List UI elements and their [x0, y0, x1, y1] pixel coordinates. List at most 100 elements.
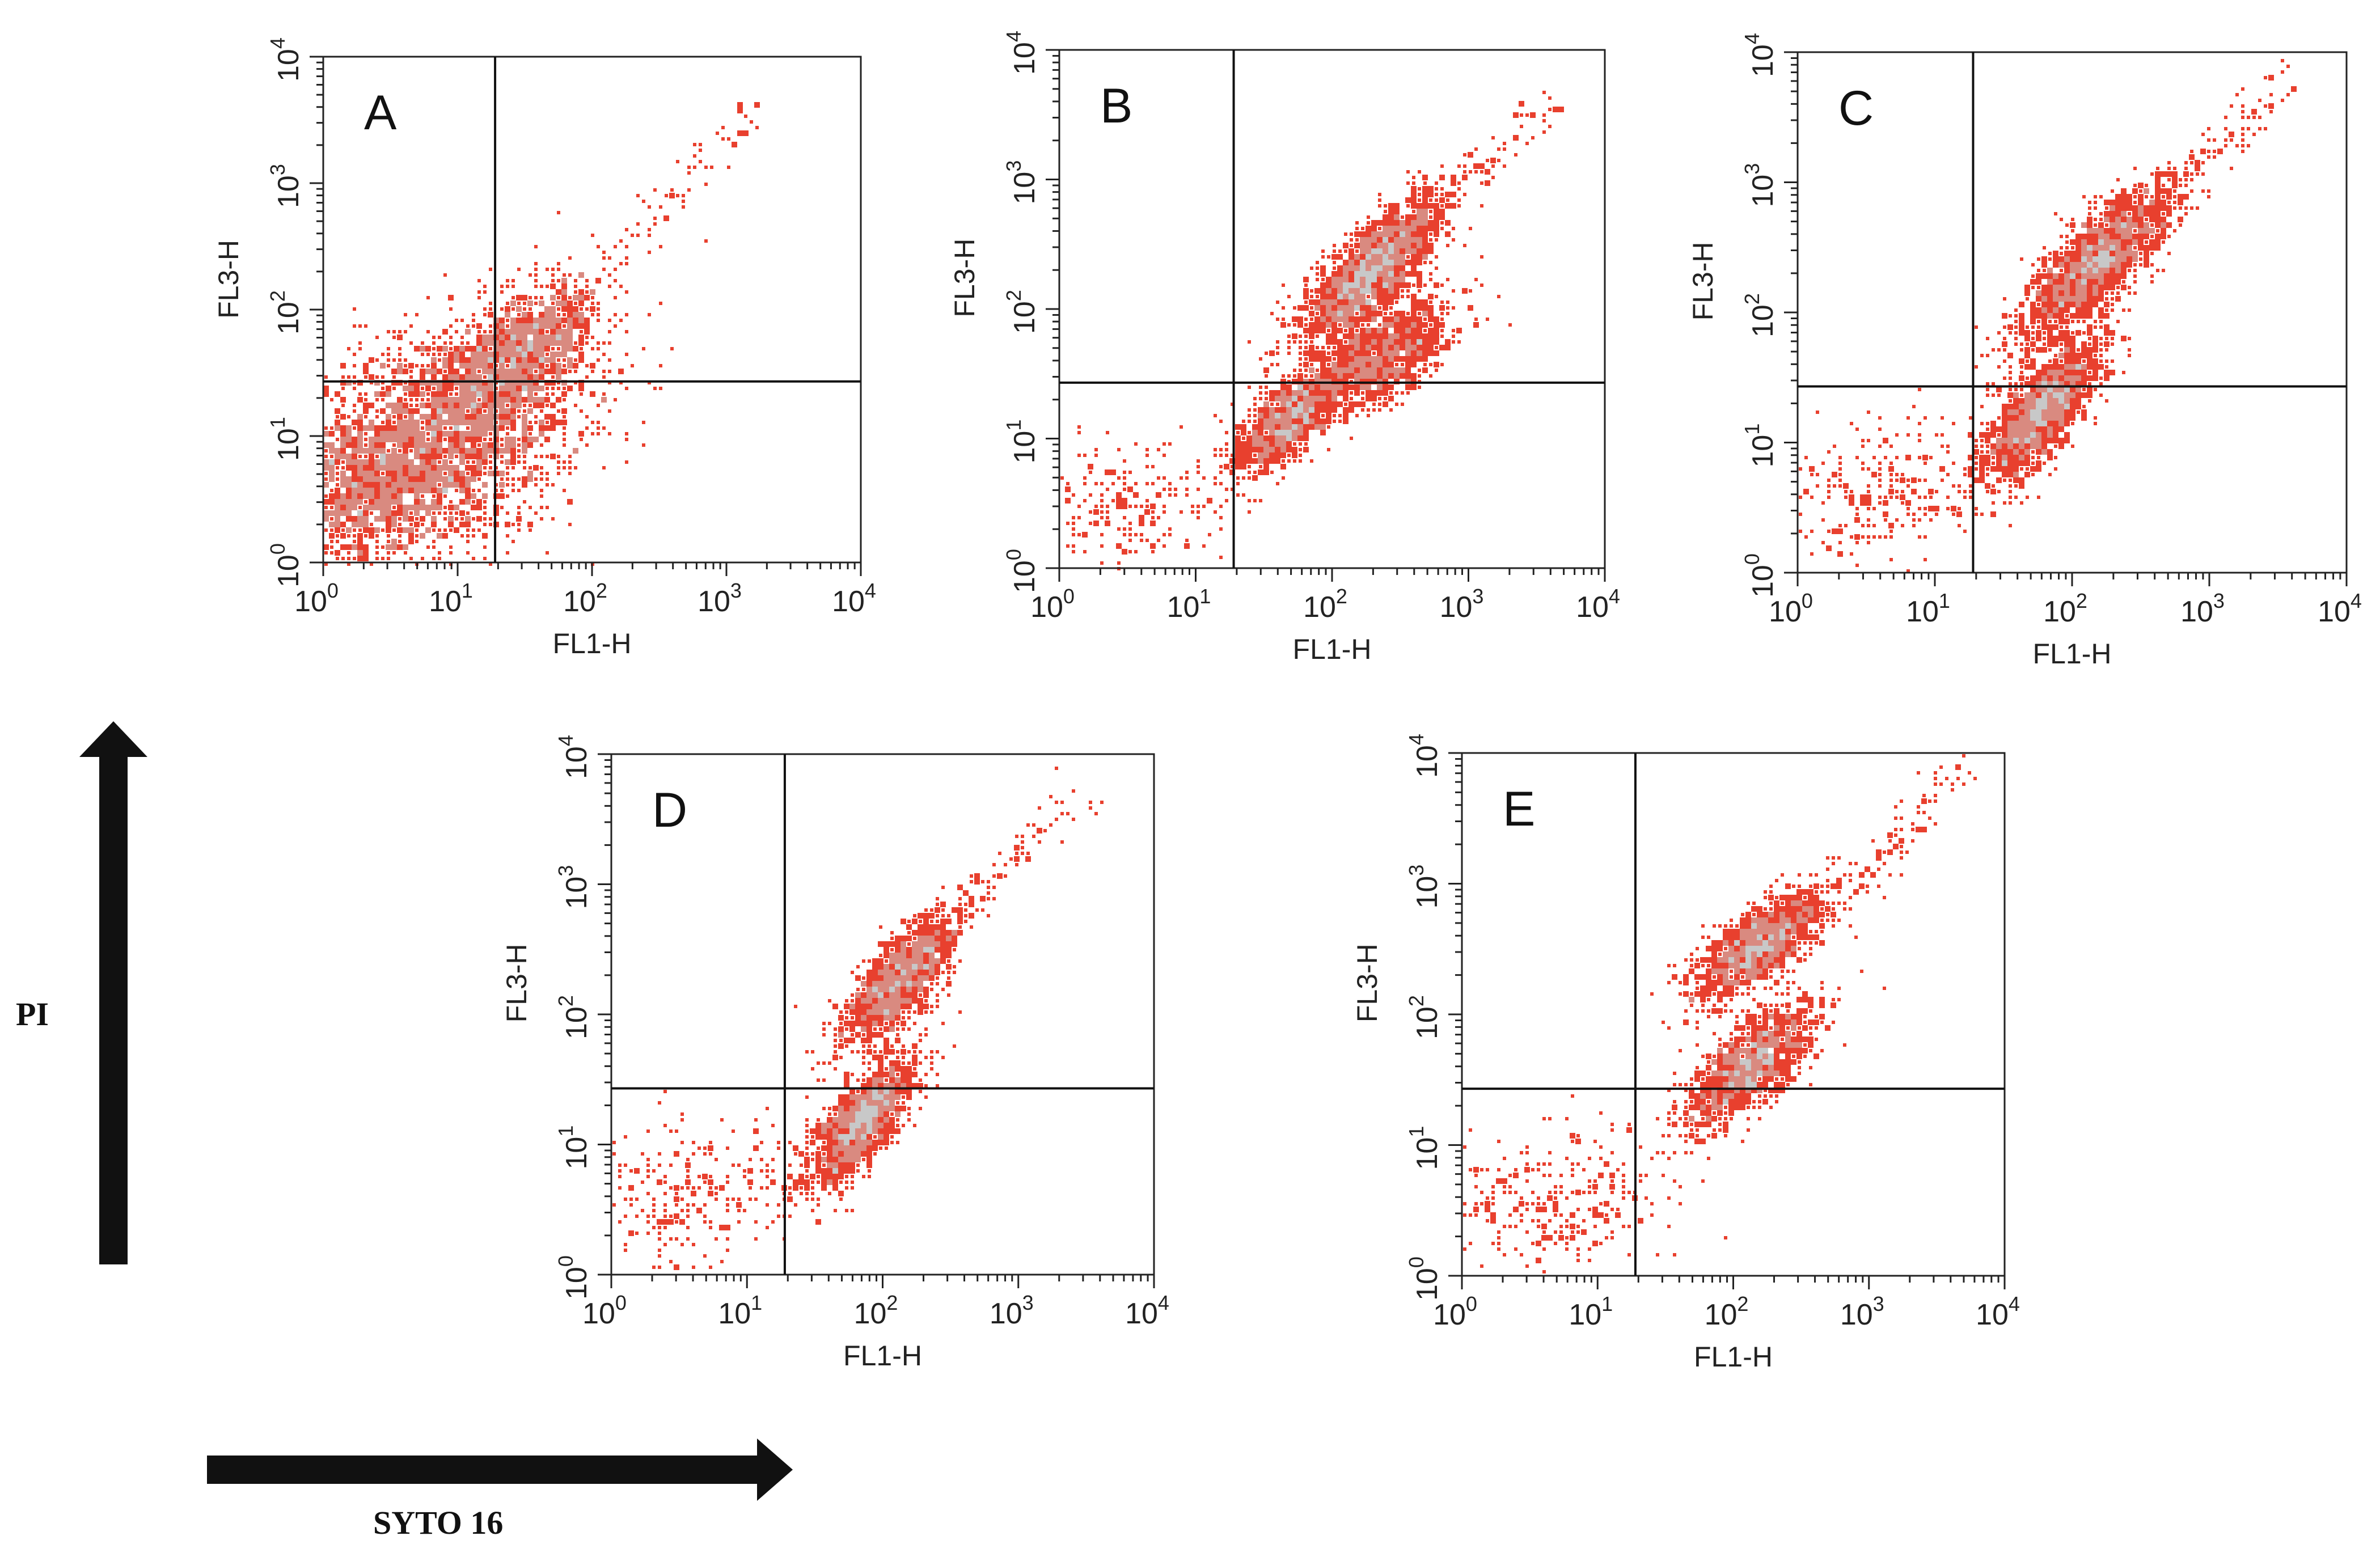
dot [403, 476, 408, 482]
dot [431, 454, 437, 459]
dot [357, 544, 363, 550]
dot [1314, 356, 1320, 362]
dot [2088, 382, 2091, 386]
dot [2041, 387, 2047, 392]
dot [2036, 387, 2041, 392]
dot [827, 1134, 832, 1140]
dot [923, 924, 929, 930]
dot [357, 448, 363, 454]
dot [1197, 505, 1200, 508]
dot [408, 533, 414, 539]
dot [488, 357, 493, 363]
dot [940, 947, 946, 953]
dot [363, 522, 369, 527]
dot [1388, 231, 1394, 237]
dot [1889, 484, 1893, 488]
dot [2019, 330, 2024, 336]
dot [1297, 373, 1303, 379]
x-tick-label: 100 [1769, 589, 1813, 628]
dot [849, 1111, 855, 1117]
dot [1435, 295, 1438, 298]
dot [642, 421, 645, 424]
dot [2167, 201, 2171, 204]
dot [924, 1033, 928, 1036]
dot [2075, 398, 2081, 404]
dot [1309, 390, 1314, 396]
x-axis-title: FL1-H [2033, 638, 2112, 670]
dot [987, 891, 990, 895]
dot [386, 403, 391, 408]
dot [505, 459, 510, 465]
dot [2081, 273, 2087, 279]
dot [2161, 205, 2166, 211]
dot [505, 352, 510, 357]
dot [2019, 421, 2024, 426]
dot [2041, 409, 2047, 415]
dot [573, 346, 578, 352]
dot [883, 1026, 889, 1032]
dot [815, 1128, 821, 1134]
dot [403, 403, 408, 408]
dot [323, 459, 329, 465]
dot [2047, 404, 2053, 409]
dot [1350, 244, 1353, 247]
dot [335, 550, 340, 556]
dot [431, 459, 437, 465]
dot [534, 511, 538, 515]
dot [1316, 278, 1319, 281]
dot [929, 975, 935, 981]
dot [2138, 222, 2144, 228]
dot [636, 234, 640, 237]
dot [465, 346, 471, 352]
dot [1371, 282, 1377, 288]
dot [597, 432, 600, 435]
dot [2088, 342, 2091, 346]
dot [648, 228, 651, 231]
density-dots [323, 102, 760, 566]
dot [437, 448, 442, 454]
dot [415, 528, 418, 532]
dot [1439, 197, 1445, 203]
dot [336, 540, 339, 543]
dot [2037, 269, 2040, 272]
dot [2087, 285, 2092, 290]
dot [2082, 195, 2086, 198]
dot [1361, 408, 1364, 412]
dot [1275, 390, 1280, 396]
dot [459, 352, 465, 357]
dot [482, 335, 488, 340]
dot [2207, 195, 2210, 198]
dot [1320, 373, 1326, 379]
dot [1366, 226, 1371, 231]
dot [1513, 135, 1519, 141]
dot [1304, 374, 1308, 378]
dot [1263, 407, 1269, 413]
dot [1463, 193, 1466, 196]
dot [1287, 374, 1291, 378]
dot [1417, 282, 1422, 288]
dot [1531, 136, 1534, 139]
dot [2030, 432, 2036, 438]
dot [1394, 271, 1400, 277]
dot [2196, 172, 2199, 176]
dot [403, 527, 408, 533]
dot [1440, 363, 1444, 366]
dot [2144, 205, 2149, 211]
x-tick-exponent: 1 [462, 579, 473, 602]
dot [2111, 359, 2114, 363]
dot [805, 1095, 809, 1099]
dot [1236, 476, 1240, 480]
dot [397, 471, 403, 476]
dot [687, 188, 691, 192]
dot [861, 1009, 866, 1015]
dot [2075, 290, 2081, 296]
dot [889, 1072, 895, 1077]
dot [625, 290, 628, 294]
dot [1304, 357, 1308, 361]
dot [1309, 333, 1314, 339]
dot [357, 539, 363, 544]
dot [352, 499, 357, 505]
dot [449, 392, 453, 396]
dot [1405, 350, 1411, 356]
dot [805, 1129, 809, 1133]
